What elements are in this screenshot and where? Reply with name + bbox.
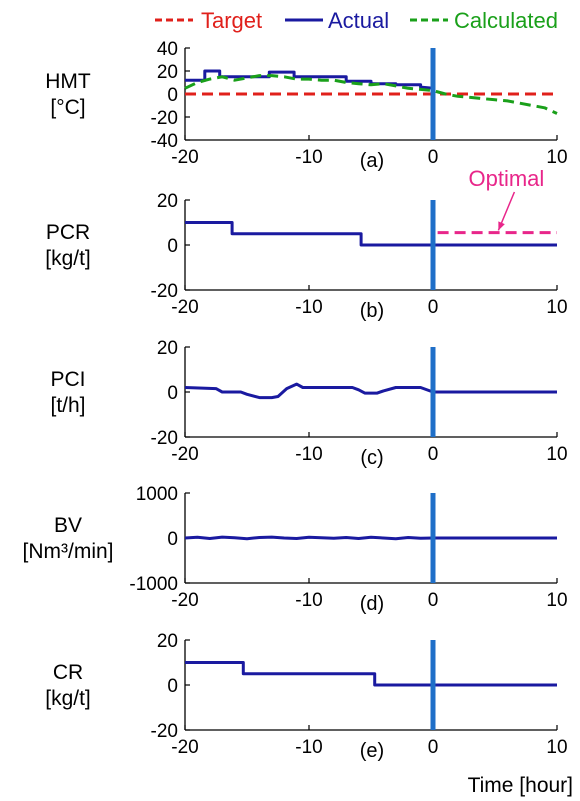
series-line-actual: [184, 382, 557, 400]
legend: Target Actual Calculated: [155, 8, 558, 33]
panel-label: (c): [360, 447, 383, 469]
panel-e: 20 0 -20-20 -10 0 10 (e) CR [kg/t]: [45, 631, 567, 762]
x-tick-label: 0: [428, 590, 439, 611]
legend-label-target: Target: [201, 8, 262, 33]
panel-label: (b): [360, 300, 384, 322]
panel-b: 20 0 -20-20 -10 0 10 (b) PCR [kg/t] Optimal: [45, 166, 567, 322]
x-tick-label: 0: [428, 147, 439, 168]
panel-label: (e): [360, 740, 384, 762]
x-tick-label: -20: [171, 297, 198, 318]
panel-d: 1000 0 -1000-20 -10 0 10 (d) BV [Nm³/min]: [23, 484, 568, 615]
panel-c: 20 0 -20-20 -10 0 10 (c) PCI [t/h]: [50, 338, 567, 469]
series-line-actual: [185, 69, 434, 90]
x-tick-label: 10: [546, 297, 567, 318]
series-line-actual: [184, 535, 557, 541]
y-tick-label: 0: [167, 85, 178, 106]
series-line-calculated: [184, 74, 558, 115]
annotation-label: Optimal: [469, 166, 545, 191]
y-tick-label: 1000: [136, 484, 178, 505]
series-line-actual: [185, 661, 557, 687]
y-axis-label-line: [t/h]: [50, 394, 85, 417]
y-axis-label-line: [kg/t]: [45, 247, 91, 270]
x-tick-label: 0: [428, 737, 439, 758]
y-tick-label: 0: [167, 236, 178, 257]
y-axis-label-line: [Nm³/min]: [23, 540, 114, 563]
x-tick-label: -10: [295, 147, 322, 168]
y-tick-label: 20: [157, 338, 178, 359]
y-axis-label-line: BV: [54, 514, 82, 537]
legend-label-calculated: Calculated: [454, 8, 558, 33]
x-tick-label: 10: [546, 590, 567, 611]
y-axis-label-line: PCI: [50, 368, 85, 391]
legend-label-actual: Actual: [328, 8, 389, 33]
y-axis-label-line: HMT: [45, 70, 91, 93]
y-axis-label-line: PCR: [46, 221, 90, 244]
x-tick-label: -10: [295, 297, 322, 318]
series-line-actual: [185, 221, 557, 247]
y-tick-label: 20: [157, 191, 178, 212]
y-axis-label-line: [kg/t]: [45, 687, 91, 710]
y-tick-label: 20: [157, 631, 178, 652]
annotation-arrow-head: [498, 221, 505, 231]
series-line-optimal: [431, 231, 557, 245]
y-tick-label: 40: [157, 39, 178, 60]
x-tick-label: 10: [546, 444, 567, 465]
x-tick-label: -20: [171, 590, 198, 611]
panel-label: (d): [360, 593, 384, 615]
x-tick-label: -10: [295, 737, 322, 758]
x-tick-label: -20: [171, 737, 198, 758]
y-tick-label: -20: [151, 108, 178, 129]
x-tick-label: -10: [295, 444, 322, 465]
y-tick-label: -20: [151, 428, 178, 449]
y-tick-label: -20: [151, 721, 178, 742]
x-tick-label: -10: [295, 590, 322, 611]
y-tick-label: 0: [167, 383, 178, 404]
panel-label: (a): [360, 150, 384, 172]
y-tick-label: -20: [151, 281, 178, 302]
x-tick-label: 10: [546, 147, 567, 168]
y-axis-label-line: [°C]: [50, 96, 85, 119]
x-axis-label: Time [hour]: [468, 774, 573, 797]
x-tick-label: 0: [428, 444, 439, 465]
y-tick-label: 0: [167, 676, 178, 697]
y-tick-label: -1000: [129, 574, 178, 595]
y-tick-label: 20: [157, 62, 178, 83]
y-tick-label: 0: [167, 529, 178, 550]
x-tick-label: -20: [171, 444, 198, 465]
y-tick-label: -40: [151, 131, 178, 152]
y-axis-label-line: CR: [53, 661, 83, 684]
x-tick-label: 10: [546, 737, 567, 758]
x-tick-label: -20: [171, 147, 198, 168]
x-tick-label: 0: [428, 297, 439, 318]
